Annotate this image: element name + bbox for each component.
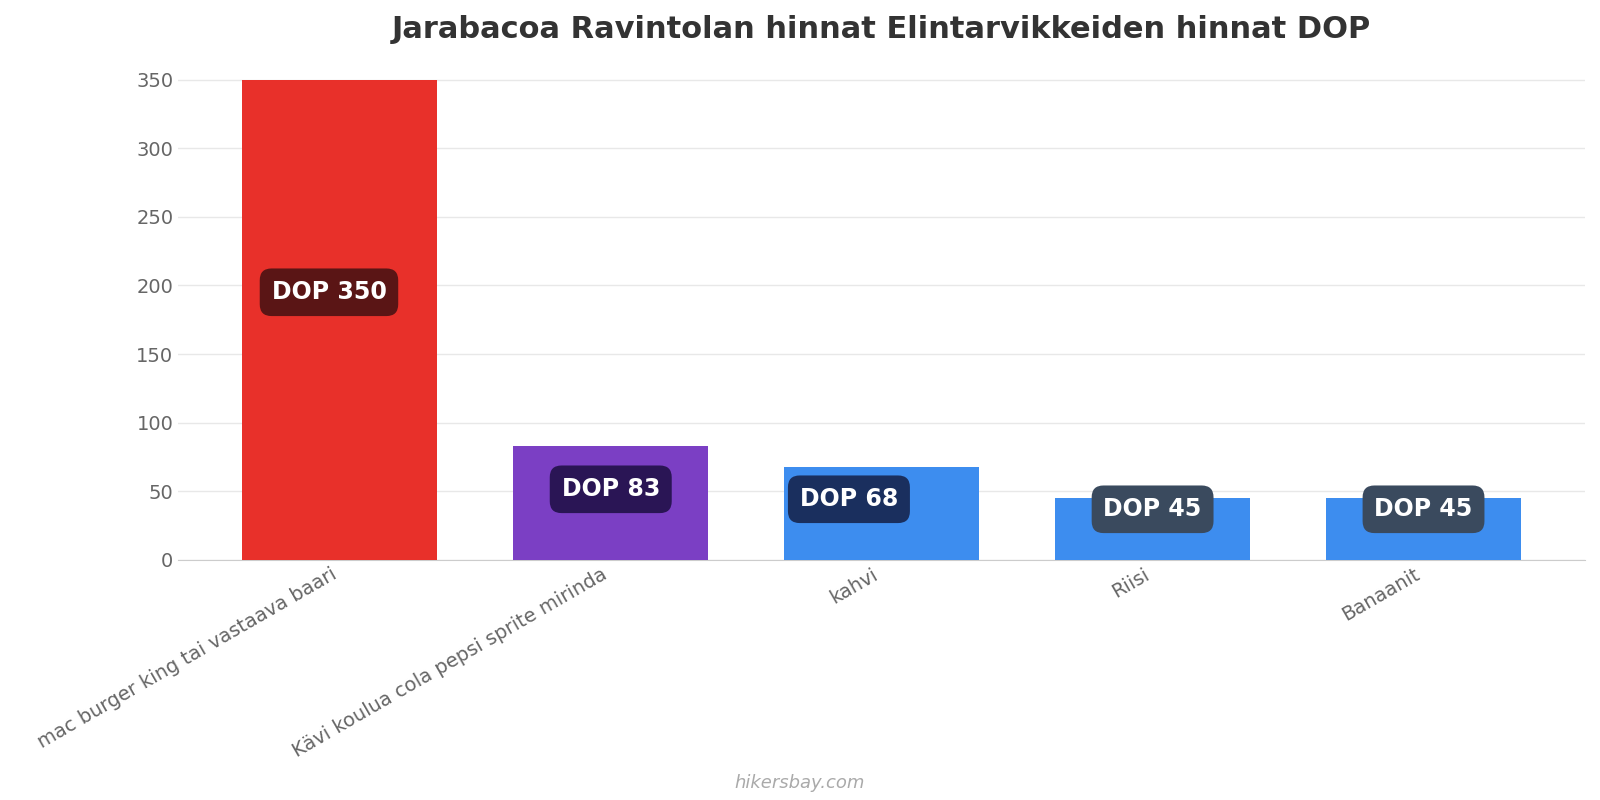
Bar [242,79,437,560]
Text: hikersbay.com: hikersbay.com [734,774,866,792]
Bar [784,466,979,560]
Bar [1054,498,1250,560]
Title: Jarabacoa Ravintolan hinnat Elintarvikkeiden hinnat DOP: Jarabacoa Ravintolan hinnat Elintarvikke… [392,15,1371,44]
Text: DOP 45: DOP 45 [1104,498,1202,522]
Text: DOP 350: DOP 350 [272,280,387,304]
Bar [1326,498,1522,560]
Text: DOP 45: DOP 45 [1374,498,1472,522]
Bar [514,446,709,560]
Text: DOP 83: DOP 83 [562,478,659,502]
Text: DOP 68: DOP 68 [800,487,898,511]
